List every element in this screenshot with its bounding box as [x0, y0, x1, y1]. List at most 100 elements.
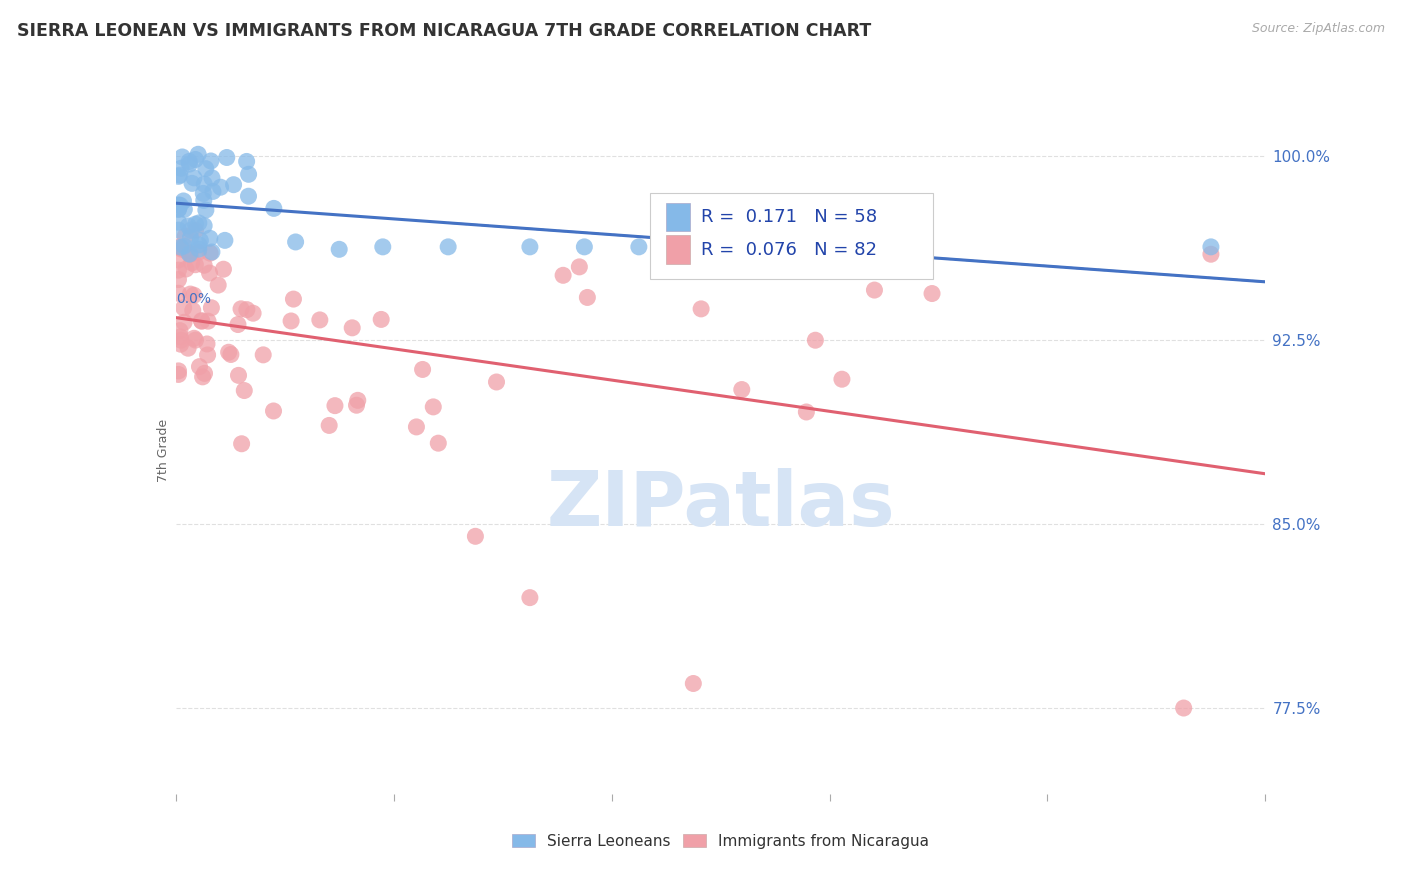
Point	[831, 372, 853, 386]
Point	[184, 153, 207, 167]
Point	[193, 186, 215, 201]
Point	[519, 240, 541, 254]
Point	[318, 418, 340, 433]
Point	[228, 368, 250, 383]
Bar	[666, 202, 690, 231]
Point	[197, 314, 219, 328]
Point	[183, 331, 205, 345]
Point	[485, 375, 508, 389]
Point	[731, 383, 754, 397]
Point	[263, 202, 285, 216]
Point	[193, 177, 215, 191]
Point	[170, 240, 193, 254]
Point	[238, 167, 260, 181]
Point	[921, 286, 943, 301]
Point	[236, 302, 259, 317]
Point	[197, 348, 219, 362]
Point	[180, 223, 202, 237]
Point	[179, 230, 201, 244]
Point	[169, 337, 191, 351]
Point	[167, 169, 190, 184]
Point	[179, 247, 201, 261]
Point	[190, 314, 212, 328]
Point	[187, 242, 209, 256]
Point	[263, 404, 285, 418]
Point	[179, 157, 201, 171]
Point	[169, 324, 191, 338]
Point	[176, 244, 198, 259]
Point	[167, 368, 190, 382]
Point	[179, 154, 201, 169]
Text: R =  0.171   N = 58: R = 0.171 N = 58	[702, 208, 877, 226]
FancyBboxPatch shape	[650, 193, 934, 278]
Point	[219, 347, 242, 361]
Point	[437, 240, 460, 254]
Point	[576, 290, 599, 304]
Point	[172, 194, 194, 208]
Point	[682, 676, 704, 690]
Point	[177, 341, 200, 355]
Point	[427, 436, 450, 450]
Point	[191, 369, 214, 384]
Point	[169, 198, 191, 212]
Point	[167, 202, 190, 217]
Point	[167, 263, 190, 277]
Point	[763, 240, 786, 254]
Text: R =  0.076   N = 82: R = 0.076 N = 82	[702, 241, 877, 259]
Point	[231, 436, 253, 450]
Point	[173, 301, 195, 315]
Point	[198, 246, 221, 260]
Point	[193, 219, 215, 233]
Point	[200, 153, 222, 168]
Point	[574, 240, 596, 254]
Point	[627, 240, 650, 254]
Point	[212, 262, 235, 277]
Point	[191, 314, 214, 328]
Point	[167, 364, 190, 378]
Point	[174, 262, 197, 277]
Point	[170, 333, 193, 347]
Point	[167, 198, 190, 212]
Point	[308, 313, 330, 327]
Point	[187, 147, 209, 161]
Point	[170, 161, 193, 176]
Point	[405, 420, 427, 434]
Point	[226, 318, 249, 332]
Point	[371, 240, 394, 254]
Point	[184, 333, 207, 347]
Point	[690, 301, 713, 316]
Point	[804, 333, 827, 347]
Point	[172, 150, 194, 164]
Point	[167, 286, 190, 301]
Point	[173, 239, 195, 253]
Point	[181, 177, 204, 191]
Point	[170, 242, 193, 256]
Point	[169, 168, 191, 182]
Point	[215, 151, 238, 165]
Text: SIERRA LEONEAN VS IMMIGRANTS FROM NICARAGUA 7TH GRADE CORRELATION CHART: SIERRA LEONEAN VS IMMIGRANTS FROM NICARA…	[17, 22, 872, 40]
Point	[167, 215, 190, 229]
Point	[412, 362, 434, 376]
Text: Source: ZipAtlas.com: Source: ZipAtlas.com	[1251, 22, 1385, 36]
Point	[235, 154, 257, 169]
Point	[167, 252, 190, 267]
Point	[1173, 701, 1195, 715]
Point	[342, 321, 364, 335]
Point	[181, 303, 204, 318]
Y-axis label: 7th Grade: 7th Grade	[157, 419, 170, 482]
Point	[198, 266, 221, 280]
Point	[179, 247, 201, 261]
Point	[201, 244, 224, 259]
Point	[568, 260, 591, 274]
Point	[370, 312, 392, 326]
Point	[1199, 247, 1222, 261]
Legend: Sierra Leoneans, Immigrants from Nicaragua: Sierra Leoneans, Immigrants from Nicarag…	[506, 828, 935, 855]
Point	[863, 283, 886, 297]
Point	[184, 223, 207, 237]
Point	[177, 219, 200, 233]
Point	[179, 287, 201, 301]
Point	[346, 398, 368, 412]
Point	[190, 234, 212, 248]
Point	[180, 256, 202, 270]
Point	[183, 288, 205, 302]
